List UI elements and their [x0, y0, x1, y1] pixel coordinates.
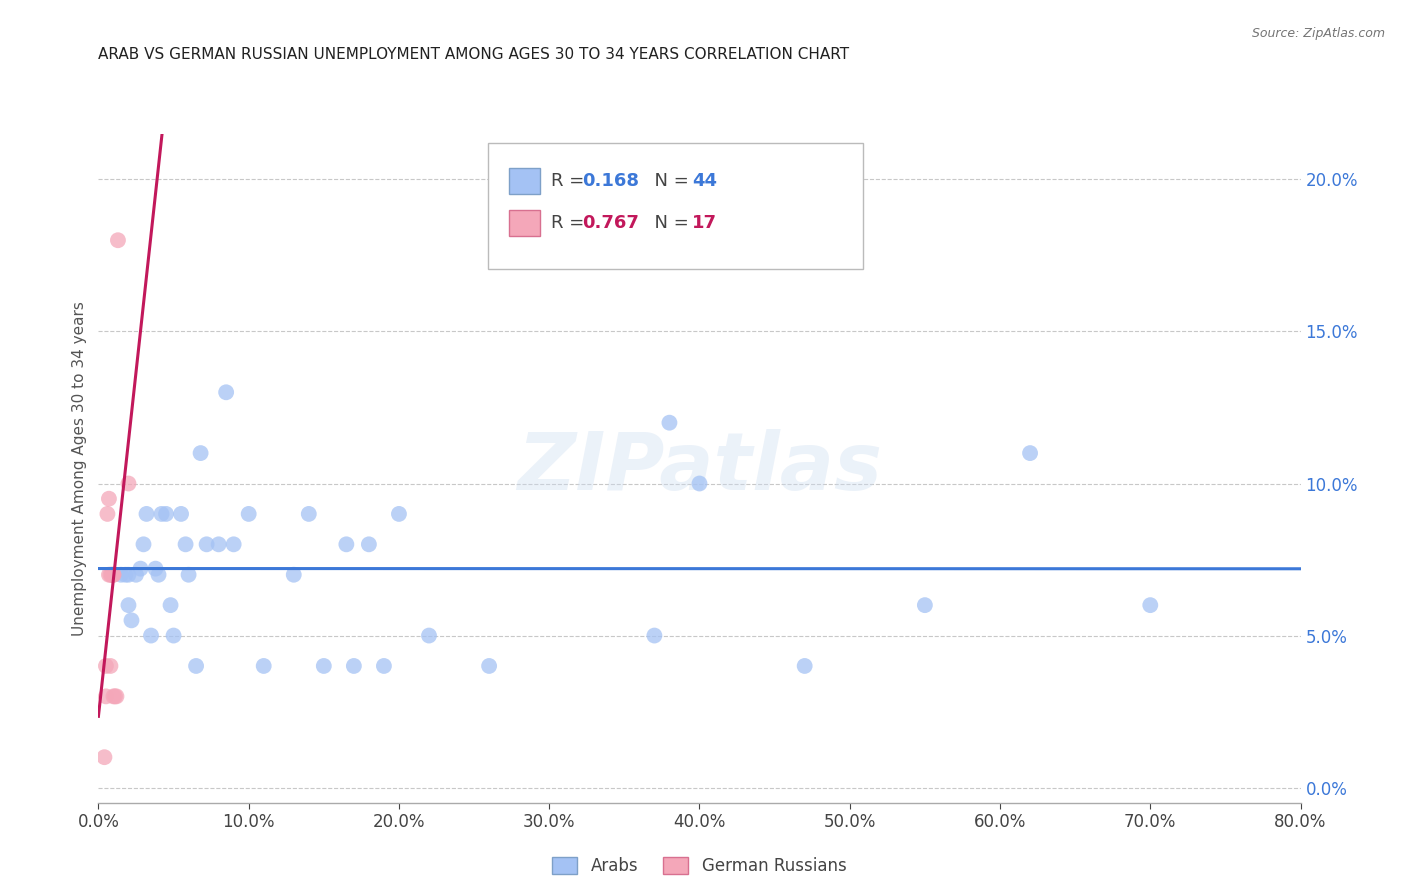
Point	[174, 537, 197, 551]
Point	[283, 567, 305, 582]
Point	[139, 628, 162, 642]
Text: R =: R =	[551, 214, 591, 232]
Point	[96, 507, 118, 521]
Point	[101, 567, 124, 582]
Point	[155, 507, 177, 521]
Point	[103, 567, 125, 582]
Legend: Arabs, German Russians: Arabs, German Russians	[546, 850, 853, 881]
Text: Source: ZipAtlas.com: Source: ZipAtlas.com	[1251, 27, 1385, 40]
Point	[914, 598, 936, 612]
Point	[658, 416, 681, 430]
Point	[93, 750, 115, 764]
Point	[418, 628, 440, 642]
Point	[107, 233, 129, 247]
Point	[222, 537, 245, 551]
Point	[208, 537, 231, 551]
Point	[117, 567, 139, 582]
Point	[97, 491, 120, 506]
Text: ZIPatlas: ZIPatlas	[517, 429, 882, 508]
Point	[793, 659, 815, 673]
Point	[215, 385, 238, 400]
Point	[643, 628, 665, 642]
Point	[125, 567, 148, 582]
Point	[1139, 598, 1161, 612]
Point	[357, 537, 380, 551]
Text: N =: N =	[643, 172, 695, 190]
Point	[388, 507, 411, 521]
Point	[103, 567, 125, 582]
Point	[478, 659, 501, 673]
Point	[100, 567, 122, 582]
Text: ARAB VS GERMAN RUSSIAN UNEMPLOYMENT AMONG AGES 30 TO 34 YEARS CORRELATION CHART: ARAB VS GERMAN RUSSIAN UNEMPLOYMENT AMON…	[98, 47, 849, 62]
Point	[103, 690, 125, 704]
Point	[132, 537, 155, 551]
Point	[110, 567, 132, 582]
Point	[312, 659, 335, 673]
Point	[184, 659, 207, 673]
Point	[94, 690, 117, 704]
Point	[335, 537, 357, 551]
Point	[238, 507, 260, 521]
Point	[105, 690, 128, 704]
Point	[121, 613, 143, 627]
Point	[1019, 446, 1042, 460]
Y-axis label: Unemployment Among Ages 30 to 34 years: Unemployment Among Ages 30 to 34 years	[72, 301, 87, 636]
Point	[114, 567, 136, 582]
Point	[150, 507, 173, 521]
Point	[159, 598, 181, 612]
Point	[253, 659, 276, 673]
Point	[117, 598, 139, 612]
Point	[101, 567, 124, 582]
Point	[190, 446, 212, 460]
Point	[135, 507, 157, 521]
Point	[298, 507, 321, 521]
Point	[97, 567, 120, 582]
Text: R =: R =	[551, 172, 591, 190]
Text: 0.168: 0.168	[582, 172, 640, 190]
Point	[129, 562, 152, 576]
Point	[170, 507, 193, 521]
Text: 17: 17	[692, 214, 717, 232]
Text: 44: 44	[692, 172, 717, 190]
Point	[148, 567, 170, 582]
Point	[94, 659, 117, 673]
Point	[162, 628, 184, 642]
Point	[145, 562, 167, 576]
Point	[195, 537, 218, 551]
Point	[117, 476, 139, 491]
Point	[343, 659, 366, 673]
Point	[177, 567, 200, 582]
Point	[688, 476, 710, 491]
Point	[100, 659, 122, 673]
Point	[373, 659, 395, 673]
Text: N =: N =	[643, 214, 695, 232]
Point	[104, 690, 127, 704]
Text: 0.767: 0.767	[582, 214, 640, 232]
